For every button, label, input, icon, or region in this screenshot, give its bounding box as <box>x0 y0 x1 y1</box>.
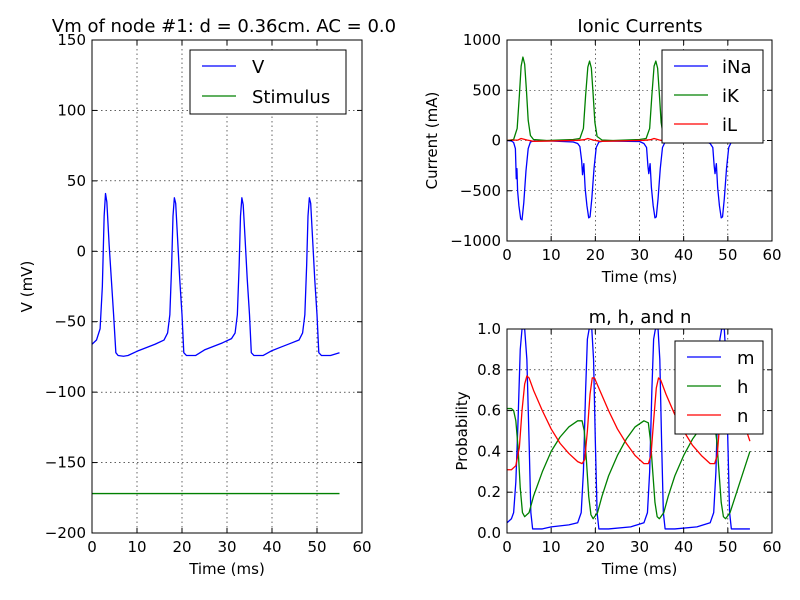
legend-box <box>189 49 347 115</box>
legend-label-h: h <box>737 377 748 398</box>
y-tick-label: −200 <box>45 524 86 542</box>
y-axis-label: Probability <box>453 391 471 470</box>
x-tick-label: 50 <box>718 246 737 264</box>
x-axis-label: Time (ms) <box>188 560 265 578</box>
y-tick-label: 0.6 <box>477 402 501 420</box>
x-tick-label: 20 <box>586 246 605 264</box>
x-tick-label: 40 <box>674 538 693 556</box>
y-tick-label: −150 <box>45 454 86 472</box>
y-tick-label: 0 <box>491 132 501 150</box>
y-tick-label: 0.2 <box>477 483 501 501</box>
chart-title: Vm of node #1: d = 0.36cm. AC = 0.0 <box>52 16 396 37</box>
series-line-n <box>507 375 751 471</box>
y-tick-label: −500 <box>460 182 501 200</box>
y-axis-label: Current (mA) <box>423 92 441 190</box>
y-tick-label: −50 <box>54 313 86 331</box>
y-axis-label: V (mV) <box>18 261 36 313</box>
x-tick-label: 50 <box>307 538 326 556</box>
x-tick-label: 30 <box>217 538 236 556</box>
legend-label-n: n <box>737 406 748 427</box>
chart-title: m, h, and n <box>589 307 692 328</box>
y-tick-label: 50 <box>67 172 86 190</box>
x-tick-label: 40 <box>262 538 281 556</box>
x-tick-label: 0 <box>502 246 512 264</box>
x-tick-label: 0 <box>502 538 512 556</box>
x-tick-label: 20 <box>586 538 605 556</box>
x-tick-label: 10 <box>127 538 146 556</box>
y-tick-label: 1000 <box>463 31 501 49</box>
legend: V Stimulus <box>189 49 347 115</box>
x-tick-label: 60 <box>762 538 781 556</box>
plot-area <box>92 192 340 495</box>
x-tick-label: 30 <box>630 246 649 264</box>
y-tick-label: 0.0 <box>477 524 501 542</box>
series-line-h <box>507 407 751 520</box>
y-tick-label: −1000 <box>450 232 501 250</box>
chart-ionic: 0 10 20 30 40 50 60 −1000 −500 0 500 1000 Ionic Curr… <box>423 16 782 286</box>
y-tick-label: 150 <box>57 31 86 49</box>
series-line-ina <box>507 139 750 221</box>
y-tick-label: 1.0 <box>477 320 501 338</box>
x-axis-label: Time (ms) <box>601 560 678 578</box>
y-tick-label: 100 <box>57 101 86 119</box>
legend: iNa iK iL <box>661 49 764 144</box>
x-tick-label: 10 <box>542 246 561 264</box>
series-line-v <box>92 192 340 357</box>
legend-label-ina: iNa <box>722 57 752 78</box>
x-tick-label: 0 <box>87 538 97 556</box>
x-tick-label: 30 <box>630 538 649 556</box>
legend: mhn <box>674 340 764 435</box>
x-tick-label: 60 <box>352 538 371 556</box>
x-tick-label: 10 <box>542 538 561 556</box>
legend-label-il: iL <box>722 115 737 136</box>
x-tick-label: 50 <box>718 538 737 556</box>
y-tick-label: −100 <box>45 383 86 401</box>
x-tick-label: 40 <box>674 246 693 264</box>
chart-vm: 0 10 20 30 40 50 60 −200 −150 −100 −50 0 50 100 150Vm … <box>18 16 396 578</box>
x-axis-label: Time (ms) <box>601 268 678 286</box>
y-tick-label: 0.4 <box>477 442 501 460</box>
legend-label-m: m <box>737 348 755 369</box>
y-tick-label: 0.8 <box>477 361 501 379</box>
x-tick-label: 60 <box>762 246 781 264</box>
chart-gates: 0 10 20 30 40 50 60 0.0 0.2 0.4 0.6 0.8 1.0 m, h, and… <box>453 307 782 578</box>
chart-title: Ionic Currents <box>577 16 702 37</box>
x-tick-label: 20 <box>172 538 191 556</box>
y-tick-label: 0 <box>76 242 86 260</box>
legend-label-v: V <box>252 57 265 78</box>
legend-label-ik: iK <box>722 86 740 107</box>
y-tick-label: 500 <box>472 81 501 99</box>
legend-label-stimulus: Stimulus <box>252 87 330 108</box>
